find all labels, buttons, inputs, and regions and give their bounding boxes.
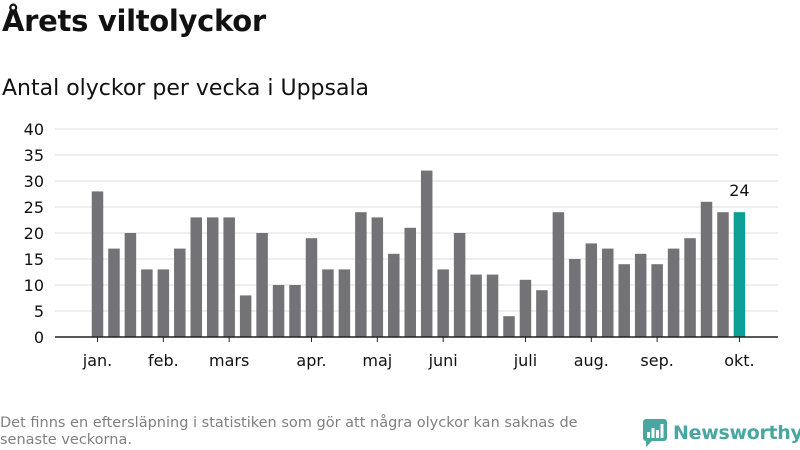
bar [700, 201, 713, 337]
bar [388, 253, 400, 337]
newsworthy-logo-icon [643, 419, 667, 447]
bar-chart: 0 5 10 15 20 25 30 35 40 jan. feb. mars apr. maj juni… [24, 120, 778, 370]
y-tick-label: 35 [24, 146, 44, 165]
bar [470, 274, 482, 337]
bar [239, 295, 252, 337]
gridlines [55, 128, 778, 312]
bars [91, 170, 746, 337]
data-labels: 24 [729, 181, 749, 200]
bar [717, 212, 729, 337]
x-tick-label: mars [209, 351, 249, 370]
chart-title: Årets viltolyckor [2, 4, 266, 38]
footnote: Det finns en eftersläpning i statistiken… [0, 415, 578, 448]
y-tick-label: 30 [24, 172, 44, 191]
bar [91, 191, 104, 337]
bar [124, 233, 137, 337]
bar [585, 243, 598, 337]
x-tick-label: aug. [574, 351, 609, 370]
bar [420, 170, 433, 337]
x-tick-label: sep. [640, 351, 673, 370]
bar [190, 217, 203, 337]
chart-subtitle: Antal olyckor per vecka i Uppsala [2, 76, 370, 101]
y-tick-label: 25 [24, 198, 44, 217]
bar [536, 290, 548, 337]
bar [305, 238, 318, 337]
bar [108, 248, 120, 337]
y-tick-label: 0 [34, 328, 44, 347]
bar [453, 233, 466, 337]
x-tick-label: maj [362, 351, 392, 370]
x-tick-label: juli [513, 351, 537, 370]
bar [618, 264, 630, 337]
x-tick-label: feb. [148, 351, 179, 370]
bar [634, 253, 647, 337]
bar [256, 233, 268, 337]
bar [667, 248, 680, 337]
x-tick-label: juni [428, 351, 458, 370]
bar [602, 248, 614, 337]
x-axis-ticks: jan. feb. mars apr. maj juni juli aug. sep. okt. [82, 337, 755, 370]
brand-name: Newsworthy [673, 422, 800, 444]
bar [322, 269, 334, 337]
bar [569, 259, 581, 337]
bar [338, 269, 351, 337]
bar [141, 269, 153, 337]
bar [355, 212, 367, 337]
bar [552, 212, 565, 337]
bar [371, 217, 384, 337]
y-tick-label: 20 [24, 224, 44, 243]
bar [206, 217, 219, 337]
bar [651, 264, 663, 337]
bar [503, 316, 515, 337]
bar [174, 248, 186, 337]
bar [733, 212, 746, 337]
bar [289, 285, 301, 337]
x-tick-label: apr. [296, 351, 326, 370]
brand-logo[interactable]: Newsworthy [643, 419, 800, 447]
y-axis-ticks: 0 5 10 15 20 25 30 35 40 [24, 120, 44, 347]
bar [157, 269, 170, 337]
bar [404, 227, 416, 337]
y-tick-label: 40 [24, 120, 44, 139]
bar [223, 217, 235, 337]
bar [519, 279, 532, 337]
x-tick-label: jan. [82, 351, 112, 370]
bar [486, 274, 499, 337]
x-tick-label: okt. [724, 351, 754, 370]
y-tick-label: 15 [24, 250, 44, 269]
data-label: 24 [729, 181, 749, 200]
bar [684, 238, 696, 337]
bar [437, 269, 449, 337]
bar [272, 285, 285, 337]
y-tick-label: 5 [34, 302, 44, 321]
y-tick-label: 10 [24, 276, 44, 295]
